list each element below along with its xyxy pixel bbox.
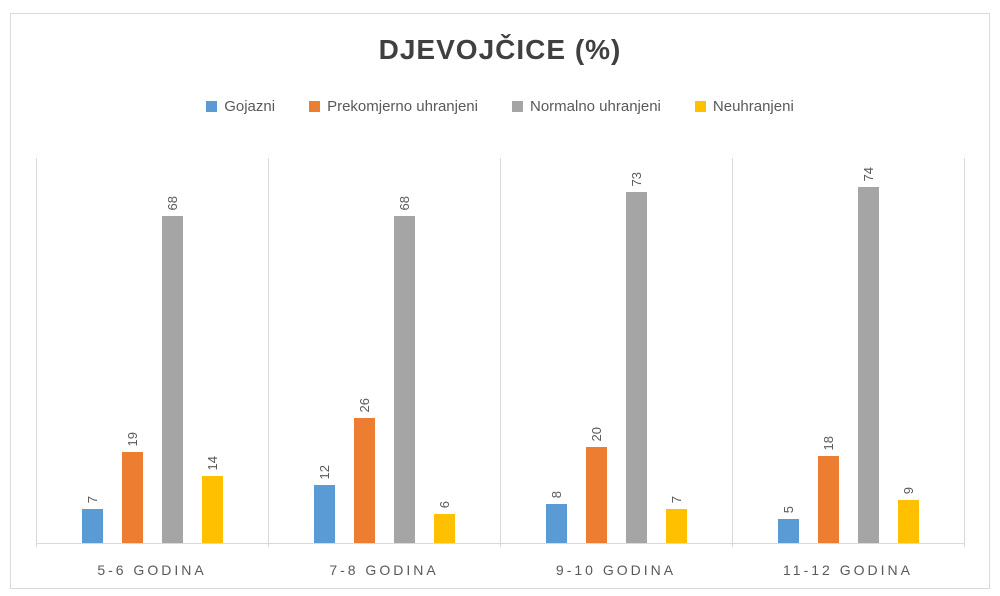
bar [393, 216, 415, 543]
category-group: 7 19 68 14 [36, 158, 268, 543]
legend-item: Prekomjerno uhranjeni [309, 98, 478, 115]
data-label: 7 [84, 495, 100, 503]
gridline [964, 158, 965, 547]
legend-swatch-icon [309, 101, 321, 112]
bar-cell: 9 [897, 158, 919, 543]
data-label: 9 [900, 486, 916, 494]
category-group: 5 18 74 9 [732, 158, 964, 543]
bar-cell: 18 [817, 158, 839, 543]
data-label: 20 [588, 426, 604, 441]
bar [353, 418, 375, 543]
bar [857, 187, 879, 543]
legend-label: Normalno uhranjeni [529, 98, 661, 115]
category-label: 9-10 GODINA [555, 562, 677, 578]
gridline [732, 158, 733, 547]
bar-cell: 7 [81, 158, 103, 543]
chart-frame: DJEVOJČICE (%) Gojazni Prekomjerno uhranj… [10, 13, 990, 589]
data-label: 18 [820, 435, 836, 450]
bar [81, 509, 103, 543]
data-label: 19 [124, 431, 140, 446]
bar [777, 519, 799, 543]
gridline [36, 158, 37, 547]
data-label: 12 [316, 464, 332, 479]
data-label: 7 [668, 495, 684, 503]
data-label: 26 [356, 397, 372, 412]
bar [121, 452, 143, 543]
bar-cell: 74 [857, 158, 879, 543]
gridline [500, 158, 501, 547]
category-group: 8 20 73 7 [500, 158, 732, 543]
legend-label: Gojazni [224, 98, 276, 115]
bar [313, 485, 335, 543]
data-label: 5 [780, 505, 796, 513]
bar-cell: 20 [585, 158, 607, 543]
bar [201, 476, 223, 543]
category-label: 5-6 GODINA [97, 562, 207, 578]
data-label: 68 [164, 195, 180, 210]
legend-item: Neuhranjeni [694, 98, 794, 115]
legend-label: Prekomjerno uhranjeni [327, 98, 478, 115]
plot-area: 7 19 68 14 12 26 68 6 8 20 73 7 5 18 74 9 [36, 158, 965, 547]
data-label: 6 [436, 500, 452, 508]
bar [433, 514, 455, 543]
bar [545, 504, 567, 543]
bar [665, 509, 687, 543]
legend-item: Gojazni [206, 98, 275, 115]
bar-panels: 7 19 68 14 12 26 68 6 8 20 73 7 5 18 74 9 [36, 158, 964, 543]
legend-item: Normalno uhranjeni [511, 98, 661, 115]
category-axis: 5-6 GODINA 7-8 GODINA 9-10 GODINA 11-12 GOD… [36, 557, 964, 578]
category-group: 12 26 68 6 [268, 158, 500, 543]
gridline [268, 158, 269, 547]
bar-cell: 7 [665, 158, 687, 543]
legend-label: Neuhranjeni [712, 98, 794, 115]
legend-swatch-icon [511, 101, 523, 112]
bar [161, 216, 183, 543]
bar [585, 447, 607, 543]
legend-swatch-icon [694, 101, 706, 112]
legend: Gojazni Prekomjerno uhranjeni Normalno uhr… [11, 98, 989, 115]
bar-cell: 68 [161, 158, 183, 543]
data-label: 74 [860, 166, 876, 181]
bar-cell: 8 [545, 158, 567, 543]
bar-cell: 14 [201, 158, 223, 543]
bar-cell: 12 [313, 158, 335, 543]
category-label: 11-12 GODINA [783, 562, 913, 578]
chart-title: DJEVOJČICE (%) [378, 34, 622, 65]
bar-cell: 73 [625, 158, 647, 543]
data-label: 14 [204, 455, 220, 470]
bar-cell: 6 [433, 158, 455, 543]
bar-cell: 68 [393, 158, 415, 543]
data-label: 8 [548, 490, 564, 498]
data-label: 73 [628, 171, 644, 186]
data-label: 68 [396, 195, 412, 210]
bar [625, 192, 647, 543]
legend-swatch-icon [206, 101, 218, 112]
bar-cell: 26 [353, 158, 375, 543]
bar-cell: 5 [777, 158, 799, 543]
bar [817, 456, 839, 543]
bar-cell: 19 [121, 158, 143, 543]
category-label: 7-8 GODINA [329, 562, 439, 578]
bar [897, 500, 919, 543]
